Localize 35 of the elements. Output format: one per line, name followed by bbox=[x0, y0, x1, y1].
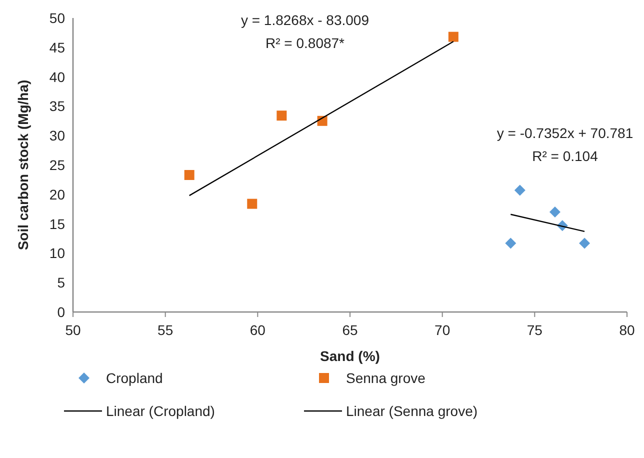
point bbox=[276, 110, 287, 121]
y-tick-label: 20 bbox=[49, 186, 66, 202]
x-tick-label: 60 bbox=[250, 322, 266, 338]
x-tick-label: 55 bbox=[158, 322, 174, 338]
y-tick-label: 50 bbox=[49, 10, 66, 26]
y-tick-label: 15 bbox=[49, 216, 66, 232]
annotation: R² = 0.104 bbox=[532, 148, 598, 164]
y-tick-label: 5 bbox=[57, 274, 66, 291]
y-tick-label: 45 bbox=[49, 39, 66, 56]
y-axis-title: Soil carbon stock (Mg/ha) bbox=[15, 80, 31, 250]
point bbox=[247, 198, 258, 209]
x-tick-label: 80 bbox=[619, 322, 635, 338]
annotation: R² = 0.8087* bbox=[266, 35, 346, 51]
y-tick-label: 0 bbox=[57, 304, 66, 320]
annotation: y = 1.8268x - 83.009 bbox=[240, 12, 370, 28]
x-tick-label: 65 bbox=[342, 322, 358, 338]
y-tick-label: 35 bbox=[49, 98, 66, 114]
x-axis-title: Sand (%) bbox=[320, 348, 380, 364]
point bbox=[579, 238, 590, 249]
y-tick-label: 40 bbox=[49, 68, 66, 85]
annotation: y = -0.7352x + 70.781 bbox=[496, 125, 634, 141]
x-tick-label: 75 bbox=[526, 322, 543, 338]
y-tick-label: 30 bbox=[49, 128, 66, 144]
legend-label: Linear (Senna grove) bbox=[346, 403, 478, 419]
point bbox=[448, 32, 458, 42]
point bbox=[184, 170, 194, 180]
y-tick-label: 10 bbox=[49, 245, 66, 262]
y-tick-label: 25 bbox=[49, 157, 66, 173]
x-tick-label: 70 bbox=[434, 322, 450, 338]
legend-label: Linear (Cropland) bbox=[106, 403, 215, 419]
point bbox=[514, 184, 526, 196]
legend-label: Senna grove bbox=[346, 370, 426, 386]
point bbox=[549, 206, 560, 218]
point bbox=[505, 238, 516, 249]
legend-label: Cropland bbox=[106, 370, 163, 386]
